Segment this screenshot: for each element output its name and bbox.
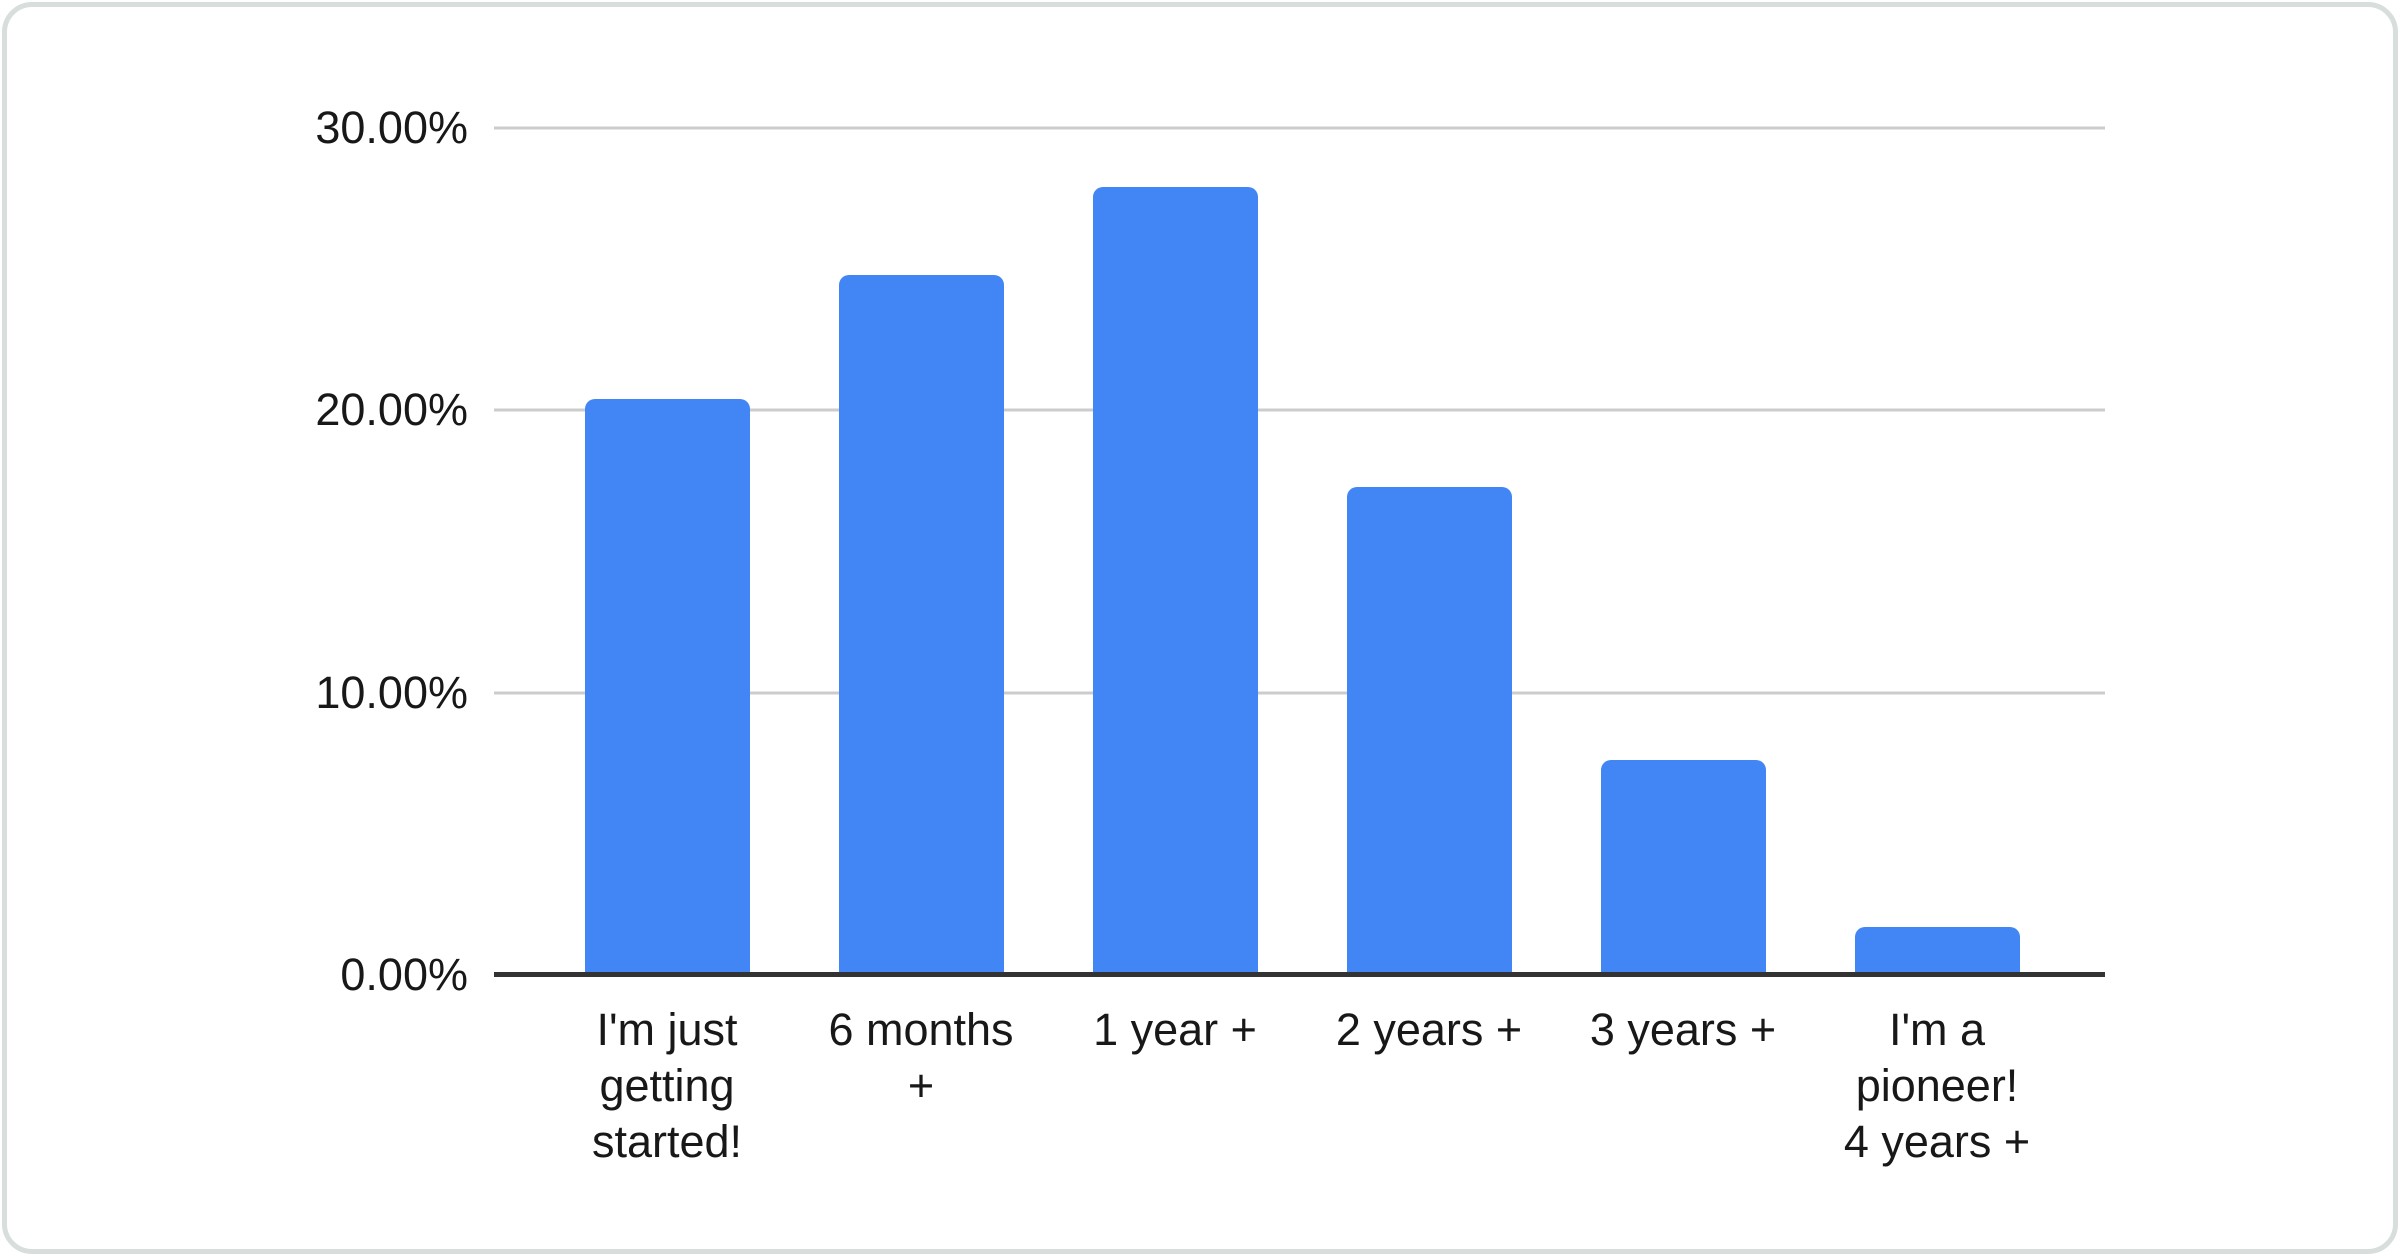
bar-slot — [1556, 128, 1810, 975]
bar-slot — [1048, 128, 1302, 975]
y-axis-tick-label: 0.00% — [340, 949, 468, 1000]
bar-slot — [1302, 128, 1556, 975]
gridline — [494, 691, 2105, 695]
plot-area — [494, 126, 2105, 977]
bar-slot — [540, 128, 794, 975]
bars-layer — [540, 128, 2064, 975]
bar — [1600, 760, 1766, 975]
bar-slot — [794, 128, 1048, 975]
bar — [1346, 486, 1512, 975]
x-axis-category-label: I'm just getting started! — [591, 1004, 743, 1167]
gridline — [494, 408, 2105, 412]
gridline — [494, 126, 2105, 130]
bar — [1092, 187, 1258, 975]
bar — [838, 274, 1004, 975]
y-axis-tick-label: 10.00% — [315, 666, 468, 718]
y-axis-tick-label: 20.00% — [315, 384, 468, 436]
bar-slot — [1810, 128, 2064, 975]
x-axis-category-label: I'm a pioneer! 4 years + — [1843, 1004, 2031, 1167]
bar — [1854, 927, 2020, 975]
x-axis-labels: I'm just getting started! 6 months + 1 yea… — [540, 1002, 2064, 1170]
x-axis-category-label: 3 years + — [1589, 1004, 1777, 1055]
x-axis-category-label: 6 months + — [828, 1004, 1014, 1111]
x-axis-baseline — [494, 972, 2105, 977]
y-axis-labels: 30.00% 20.00% 10.00% 0.00% — [157, 102, 468, 1000]
x-axis-category-label: 1 year + — [1093, 1004, 1257, 1055]
x-axis-category-label: 2 years + — [1335, 1004, 1523, 1055]
bar — [584, 399, 750, 975]
y-axis-tick-label: 30.00% — [315, 102, 468, 153]
